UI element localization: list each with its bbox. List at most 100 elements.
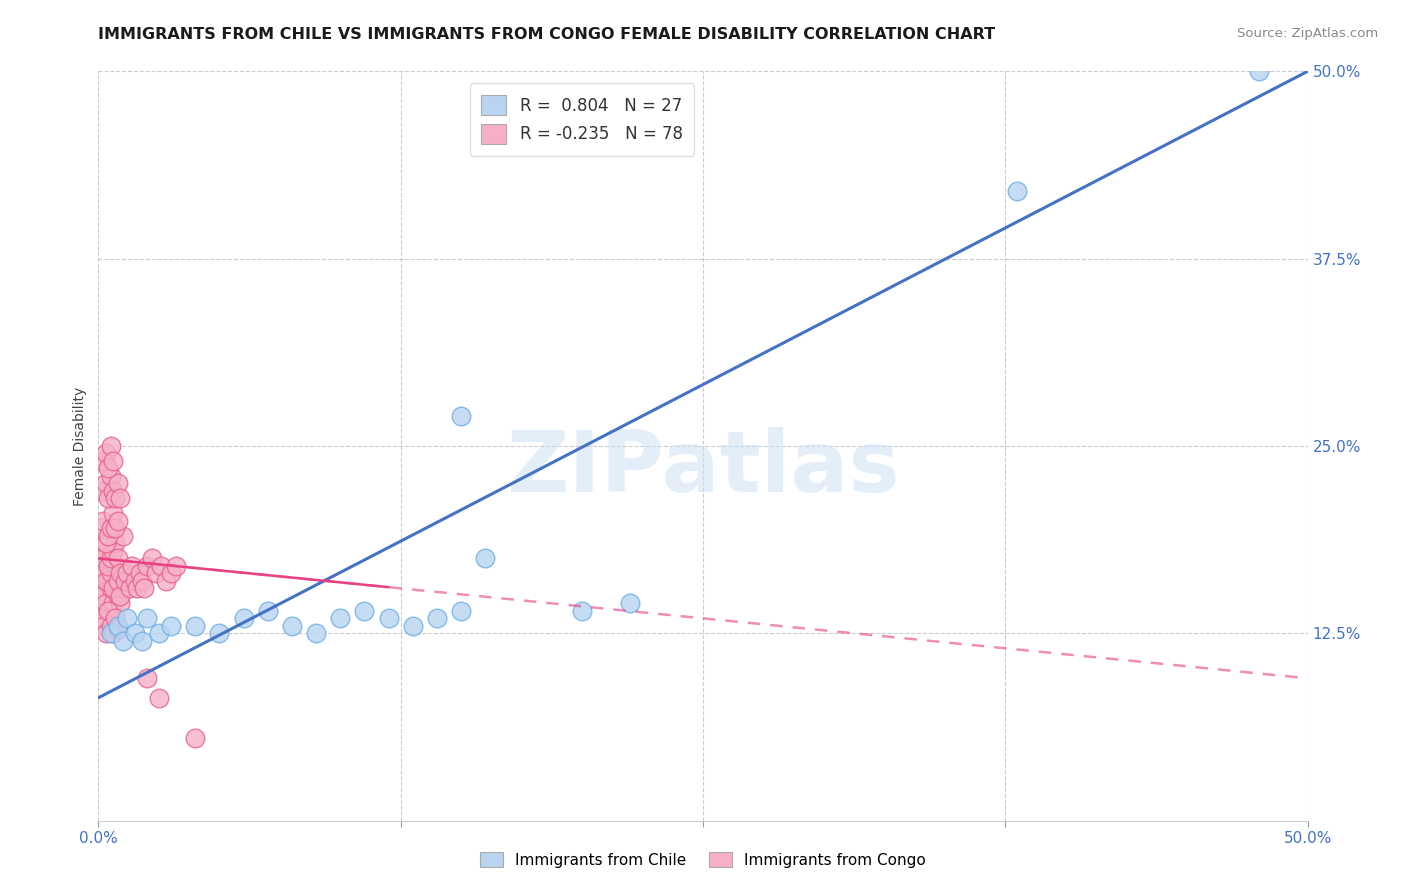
Legend: R =  0.804   N = 27, R = -0.235   N = 78: R = 0.804 N = 27, R = -0.235 N = 78	[470, 84, 695, 156]
Point	[128, 566, 150, 581]
Point	[91, 619, 114, 633]
Point	[135, 611, 157, 625]
Point	[97, 529, 120, 543]
Point	[94, 536, 117, 550]
Point	[104, 491, 127, 506]
Point	[1249, 64, 1271, 78]
Point	[104, 536, 127, 550]
Point	[450, 604, 472, 618]
Point	[165, 558, 187, 573]
Point	[155, 574, 177, 588]
Point	[90, 558, 112, 573]
Point	[619, 596, 641, 610]
Point	[107, 574, 129, 588]
Point	[160, 566, 183, 581]
Point	[402, 619, 425, 633]
Point	[104, 611, 127, 625]
Point	[117, 611, 139, 625]
Point	[104, 521, 127, 535]
Point	[107, 622, 129, 636]
Y-axis label: Female Disability: Female Disability	[73, 386, 87, 506]
Point	[97, 558, 120, 573]
Point	[91, 551, 114, 566]
Point	[571, 604, 593, 618]
Point	[329, 611, 352, 625]
Point	[100, 521, 122, 535]
Point	[450, 409, 472, 423]
Point	[256, 604, 278, 618]
Point	[108, 589, 131, 603]
Point	[184, 619, 207, 633]
Point	[90, 582, 112, 596]
Point	[353, 604, 375, 618]
Point	[1007, 184, 1029, 198]
Point	[108, 596, 131, 610]
Point	[281, 619, 304, 633]
Point	[124, 626, 146, 640]
Point	[94, 596, 117, 610]
Point	[111, 566, 134, 581]
Point	[97, 491, 120, 506]
Point	[100, 469, 122, 483]
Point	[101, 626, 124, 640]
Point	[91, 589, 114, 603]
Point	[305, 626, 328, 640]
Point	[111, 633, 134, 648]
Point	[100, 582, 122, 596]
Point	[91, 454, 114, 468]
Point	[91, 483, 114, 498]
Point	[377, 611, 399, 625]
Point	[160, 619, 183, 633]
Point	[111, 529, 134, 543]
Point	[141, 551, 163, 566]
Point	[100, 626, 122, 640]
Point	[135, 671, 157, 685]
Point	[104, 566, 127, 581]
Point	[131, 633, 153, 648]
Point	[90, 521, 112, 535]
Point	[111, 582, 134, 596]
Point	[134, 582, 156, 596]
Point	[97, 461, 120, 475]
Point	[121, 558, 143, 573]
Point	[91, 566, 114, 581]
Point	[107, 619, 129, 633]
Point	[94, 536, 117, 550]
Point	[101, 596, 124, 610]
Point	[94, 446, 117, 460]
Point	[101, 582, 124, 596]
Point	[108, 566, 131, 581]
Point	[107, 514, 129, 528]
Point	[184, 731, 207, 746]
Point	[101, 454, 124, 468]
Point	[100, 619, 122, 633]
Point	[124, 574, 146, 588]
Point	[107, 476, 129, 491]
Point	[107, 589, 129, 603]
Text: Source: ZipAtlas.com: Source: ZipAtlas.com	[1237, 27, 1378, 40]
Point	[145, 566, 167, 581]
Point	[97, 574, 120, 588]
Point	[97, 551, 120, 566]
Text: IMMIGRANTS FROM CHILE VS IMMIGRANTS FROM CONGO FEMALE DISABILITY CORRELATION CHA: IMMIGRANTS FROM CHILE VS IMMIGRANTS FROM…	[98, 27, 995, 42]
Point	[94, 626, 117, 640]
Point	[90, 544, 112, 558]
Point	[148, 626, 170, 640]
Point	[101, 507, 124, 521]
Point	[100, 439, 122, 453]
Point	[100, 566, 122, 581]
Point	[117, 566, 139, 581]
Point	[104, 558, 127, 573]
Point	[90, 611, 112, 625]
Point	[94, 574, 117, 588]
Point	[474, 551, 496, 566]
Point	[127, 582, 149, 596]
Point	[131, 574, 153, 588]
Point	[101, 483, 124, 498]
Point	[135, 558, 157, 573]
Point	[100, 551, 122, 566]
Point	[94, 476, 117, 491]
Point	[107, 551, 129, 566]
Point	[150, 558, 173, 573]
Point	[91, 514, 114, 528]
